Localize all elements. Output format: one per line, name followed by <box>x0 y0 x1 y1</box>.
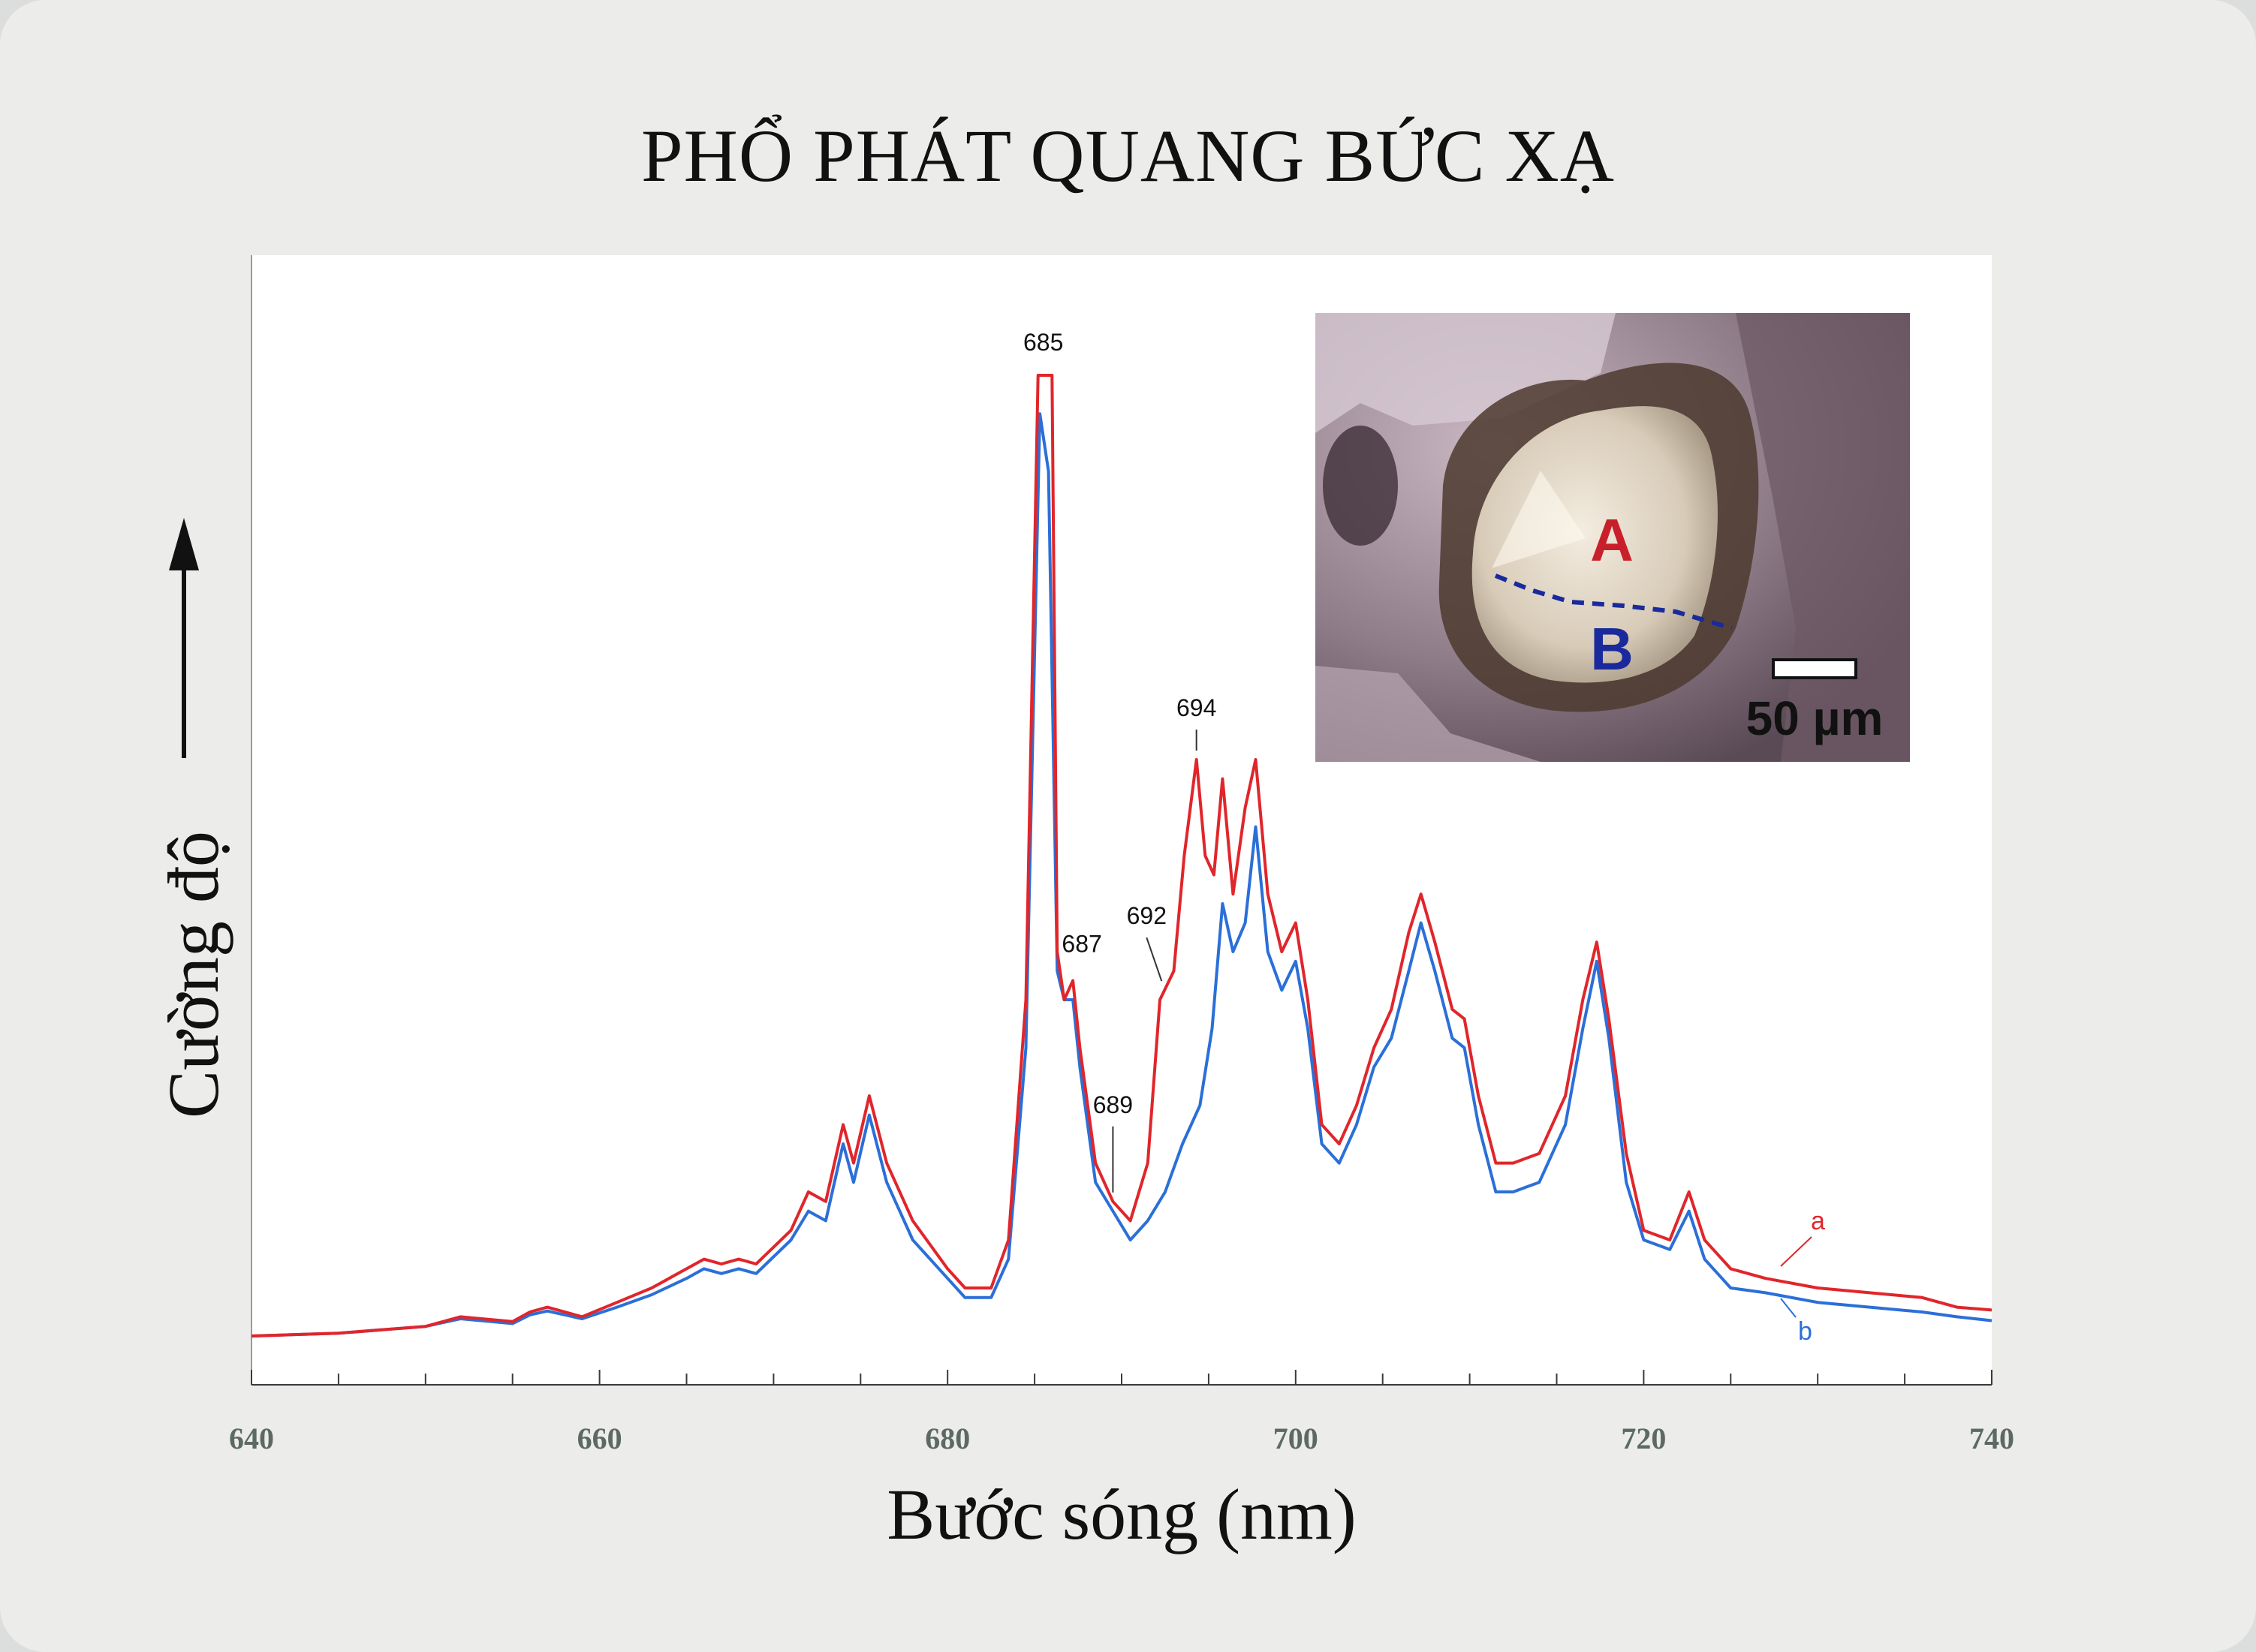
y-axis-label: Cường độ <box>153 831 233 1118</box>
series-line-b <box>251 412 1992 1338</box>
series-b-leader <box>1780 1298 1797 1318</box>
x-tick-label: 720 <box>1621 1422 1666 1455</box>
region-a-label: A <box>1590 507 1634 573</box>
series-a-leader <box>1780 1236 1812 1267</box>
y-axis-title: Cường độ <box>153 518 233 1118</box>
x-tick-label: 740 <box>1969 1422 2014 1455</box>
chart-title: PHỔ PHÁT QUANG BỨC XẠ <box>641 114 1615 197</box>
peak-label-687: 687 <box>1062 930 1101 957</box>
microscope-inset: A B 50 µm <box>1315 313 1910 762</box>
scale-bar-label: 50 µm <box>1746 691 1884 745</box>
x-tick-label: 700 <box>1273 1422 1318 1455</box>
peak-leader-692 <box>1146 937 1163 982</box>
peak-label-685: 685 <box>1023 329 1063 356</box>
series-line-a <box>251 374 1992 1338</box>
x-tick-label: 680 <box>925 1422 970 1455</box>
x-tick-label: 660 <box>577 1422 622 1455</box>
x-axis-ticks: 640 660 680 700 720 740 <box>229 1370 2014 1455</box>
y-axis-arrow-head <box>169 518 199 570</box>
peak-label-689: 689 <box>1093 1091 1133 1118</box>
series-a-label: a <box>1811 1207 1825 1235</box>
series-b-label: b <box>1798 1317 1812 1346</box>
scale-bar <box>1772 658 1857 679</box>
peak-label-692: 692 <box>1127 902 1167 929</box>
x-tick-label: 640 <box>229 1422 274 1455</box>
boundary-line <box>1494 573 1733 630</box>
peak-label-694: 694 <box>1176 694 1216 721</box>
inset-photo: A B 50 µm <box>1315 313 1910 762</box>
series-layer <box>251 374 1992 1338</box>
peak-annotations: 685 687 689 692 694 <box>1023 329 1216 1193</box>
x-axis-label: Bước sóng (nm) <box>887 1474 1356 1554</box>
region-b-label: B <box>1590 615 1634 682</box>
